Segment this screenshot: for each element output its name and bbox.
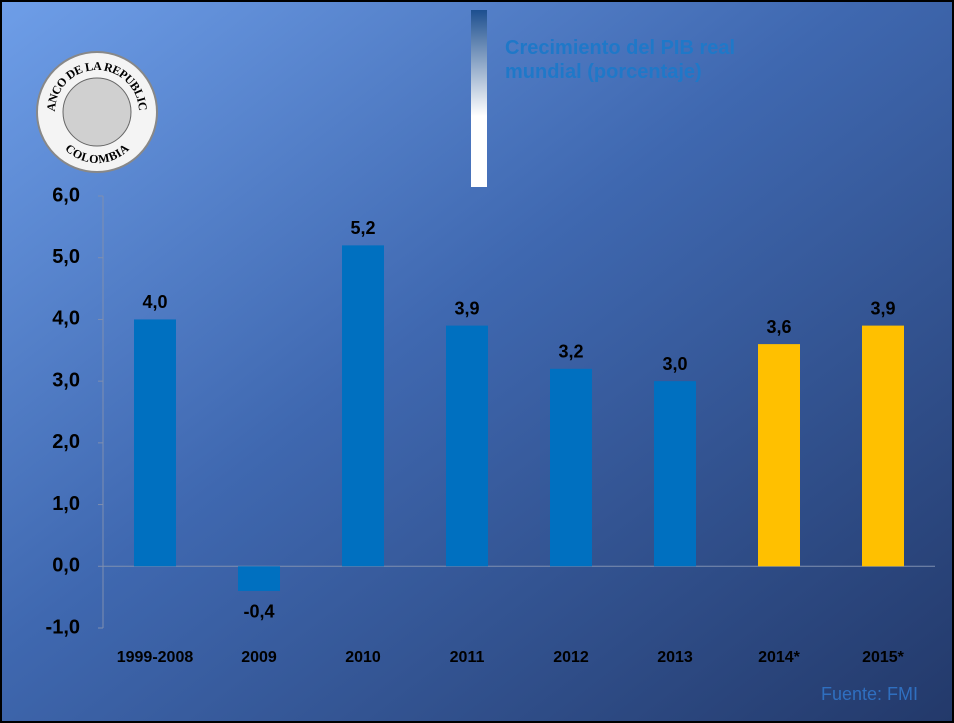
bar: [446, 325, 488, 567]
y-tick-label: 1,0: [52, 493, 80, 515]
decor-strip: [471, 10, 487, 187]
data-label: 3,0: [662, 354, 687, 374]
data-label: 3,2: [558, 342, 583, 362]
x-tick-label: 2010: [345, 649, 381, 666]
y-tick-label: 5,0: [52, 246, 80, 268]
bar: [238, 566, 280, 591]
bar: [758, 344, 800, 567]
bar: [342, 245, 384, 567]
data-label: 3,9: [454, 298, 479, 318]
x-tick-label: 2009: [241, 649, 277, 666]
data-label: 5,2: [350, 218, 375, 238]
data-label: 4,0: [142, 292, 167, 312]
y-tick-label: 6,0: [52, 184, 80, 206]
x-tick-label: 1999-2008: [117, 649, 194, 666]
y-tick-label: -1,0: [46, 616, 80, 638]
x-tick-label: 2011: [450, 649, 485, 666]
y-tick-label: 4,0: [52, 308, 80, 330]
bar: [134, 319, 176, 567]
y-tick-label: 2,0: [52, 431, 80, 453]
source: Fuente: FMI: [821, 684, 918, 704]
bar: [862, 325, 904, 567]
bar: [550, 368, 592, 567]
chart-title: Crecimiento del PIB real mundial (porcen…: [505, 37, 736, 83]
x-tick-label: 2012: [553, 649, 589, 666]
x-tick-label: 2015*: [862, 649, 905, 666]
bar: [654, 381, 696, 567]
data-label: 3,6: [766, 317, 791, 337]
logo-portrait: [62, 77, 132, 147]
y-tick-label: 0,0: [52, 555, 80, 577]
y-tick-label: 3,0: [52, 369, 80, 391]
data-label: -0,4: [243, 602, 274, 622]
x-tick-label: 2013: [657, 649, 693, 666]
data-label: 3,9: [870, 298, 895, 318]
x-tick-label: 2014*: [758, 649, 801, 666]
